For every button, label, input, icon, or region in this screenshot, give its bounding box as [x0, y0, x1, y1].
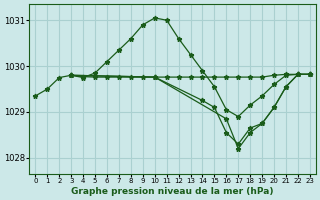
X-axis label: Graphe pression niveau de la mer (hPa): Graphe pression niveau de la mer (hPa)	[71, 187, 274, 196]
